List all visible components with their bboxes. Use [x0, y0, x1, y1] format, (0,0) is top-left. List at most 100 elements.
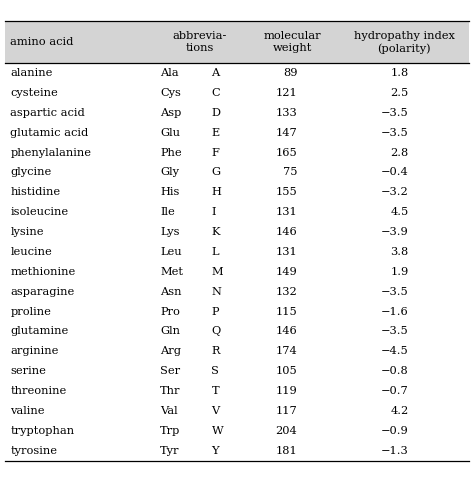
Text: Asn: Asn — [160, 287, 182, 297]
Text: 204: 204 — [276, 426, 297, 436]
Text: −3.5: −3.5 — [381, 108, 409, 118]
Text: aspartic acid: aspartic acid — [10, 108, 85, 118]
Text: Glu: Glu — [160, 128, 180, 138]
Text: M: M — [211, 267, 223, 277]
Text: N: N — [211, 287, 221, 297]
Text: 1.9: 1.9 — [391, 267, 409, 277]
Text: 131: 131 — [276, 247, 297, 257]
Text: hydropathy index
(polarity): hydropathy index (polarity) — [354, 30, 455, 54]
Text: Ala: Ala — [160, 68, 179, 78]
Text: Tyr: Tyr — [160, 446, 180, 456]
Text: lysine: lysine — [10, 227, 44, 237]
Text: −3.5: −3.5 — [381, 128, 409, 138]
Text: 133: 133 — [276, 108, 297, 118]
Text: 1.8: 1.8 — [391, 68, 409, 78]
Text: serine: serine — [10, 366, 46, 376]
Text: K: K — [211, 227, 220, 237]
Text: glycine: glycine — [10, 168, 52, 177]
Text: 3.8: 3.8 — [391, 247, 409, 257]
Text: valine: valine — [10, 406, 45, 416]
Text: Asp: Asp — [160, 108, 182, 118]
Text: isoleucine: isoleucine — [10, 207, 68, 217]
Text: V: V — [211, 406, 220, 416]
Text: leucine: leucine — [10, 247, 52, 257]
Text: abbrevia-
tions: abbrevia- tions — [173, 31, 227, 54]
Text: −3.9: −3.9 — [381, 227, 409, 237]
Text: 132: 132 — [276, 287, 297, 297]
Text: 147: 147 — [276, 128, 297, 138]
Text: Pro: Pro — [160, 307, 180, 316]
Text: −0.8: −0.8 — [381, 366, 409, 376]
Text: 119: 119 — [276, 386, 297, 396]
Text: 121: 121 — [276, 88, 297, 98]
Text: threonine: threonine — [10, 386, 66, 396]
Text: T: T — [211, 386, 219, 396]
Text: I: I — [211, 207, 216, 217]
Text: tryptophan: tryptophan — [10, 426, 74, 436]
Text: P: P — [211, 307, 219, 316]
Text: 146: 146 — [276, 227, 297, 237]
Text: −3.5: −3.5 — [381, 327, 409, 337]
Text: arginine: arginine — [10, 346, 59, 356]
Text: methionine: methionine — [10, 267, 75, 277]
Text: F: F — [211, 147, 219, 157]
Text: Thr: Thr — [160, 386, 181, 396]
Text: −1.3: −1.3 — [381, 446, 409, 456]
Bar — [5, 21, 469, 63]
Text: −0.9: −0.9 — [381, 426, 409, 436]
Text: 75: 75 — [283, 168, 297, 177]
Text: W: W — [211, 426, 223, 436]
Text: Q: Q — [211, 327, 221, 337]
Text: 105: 105 — [276, 366, 297, 376]
Text: −3.2: −3.2 — [381, 187, 409, 197]
Text: amino acid: amino acid — [10, 37, 73, 47]
Text: His: His — [160, 187, 180, 197]
Text: proline: proline — [10, 307, 51, 316]
Text: −4.5: −4.5 — [381, 346, 409, 356]
Text: D: D — [211, 108, 220, 118]
Text: E: E — [211, 128, 219, 138]
Text: Lys: Lys — [160, 227, 180, 237]
Text: Y: Y — [211, 446, 219, 456]
Text: Cys: Cys — [160, 88, 181, 98]
Text: histidine: histidine — [10, 187, 61, 197]
Text: −3.5: −3.5 — [381, 287, 409, 297]
Text: cysteine: cysteine — [10, 88, 58, 98]
Text: 174: 174 — [276, 346, 297, 356]
Text: L: L — [211, 247, 219, 257]
Text: A: A — [211, 68, 220, 78]
Text: Ile: Ile — [160, 207, 175, 217]
Text: Phe: Phe — [160, 147, 182, 157]
Text: G: G — [211, 168, 220, 177]
Text: 4.2: 4.2 — [391, 406, 409, 416]
Text: Met: Met — [160, 267, 183, 277]
Text: 149: 149 — [276, 267, 297, 277]
Text: 146: 146 — [276, 327, 297, 337]
Text: alanine: alanine — [10, 68, 53, 78]
Text: phenylalanine: phenylalanine — [10, 147, 91, 157]
Text: glutamine: glutamine — [10, 327, 69, 337]
Text: −0.4: −0.4 — [381, 168, 409, 177]
Text: molecular
weight: molecular weight — [264, 31, 321, 54]
Text: R: R — [211, 346, 220, 356]
Text: glutamic acid: glutamic acid — [10, 128, 89, 138]
Text: 117: 117 — [276, 406, 297, 416]
Text: Trp: Trp — [160, 426, 181, 436]
Text: S: S — [211, 366, 219, 376]
Text: 115: 115 — [276, 307, 297, 316]
Text: 2.8: 2.8 — [391, 147, 409, 157]
Text: Leu: Leu — [160, 247, 182, 257]
Text: 131: 131 — [276, 207, 297, 217]
Text: C: C — [211, 88, 220, 98]
Text: 89: 89 — [283, 68, 297, 78]
Text: tyrosine: tyrosine — [10, 446, 57, 456]
Text: 4.5: 4.5 — [391, 207, 409, 217]
Text: −0.7: −0.7 — [381, 386, 409, 396]
Text: 165: 165 — [276, 147, 297, 157]
Text: Gly: Gly — [160, 168, 179, 177]
Text: asparagine: asparagine — [10, 287, 74, 297]
Text: Ser: Ser — [160, 366, 181, 376]
Text: Gln: Gln — [160, 327, 180, 337]
Text: Val: Val — [160, 406, 178, 416]
Text: Arg: Arg — [160, 346, 182, 356]
